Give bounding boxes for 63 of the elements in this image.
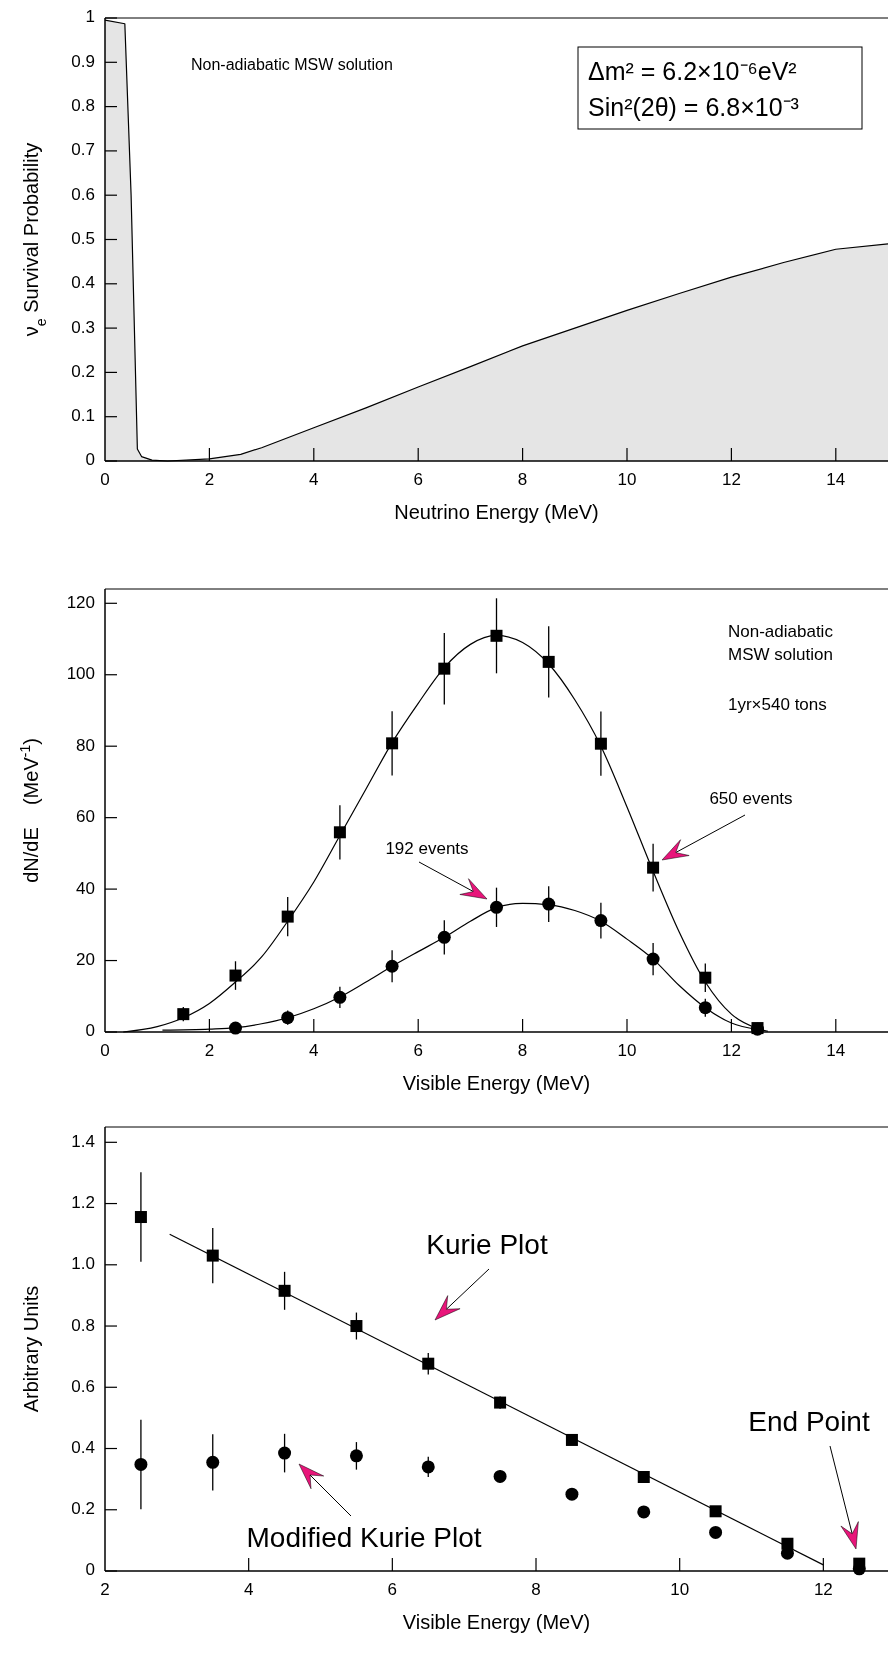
y-tick-label: 0.8 [71,96,95,116]
y-tick-label: 0.2 [71,1499,95,1519]
y-tick-label: 1.0 [71,1254,95,1274]
y-tick-label: 0.5 [71,228,95,248]
x-tick-label: 12 [721,470,741,489]
y-tick-label: 0.4 [71,273,95,293]
x-tick-label: 2 [100,1580,110,1599]
x-tick-label: 0 [100,470,110,489]
annotation: 192 events [385,839,469,859]
x-tick-label: 2 [204,1041,215,1060]
y-tick-label: 1 [85,7,95,27]
x-tick-label: 8 [517,1041,528,1060]
y-tick-label: 0.4 [71,1438,95,1457]
y-tick-label: 1.4 [71,1131,95,1151]
x-tick-label: 4 [243,1580,254,1599]
y-tick-label: 0.2 [71,361,95,381]
y-tick-label: 40 [76,878,95,898]
y-tick-label: 0 [85,450,95,470]
x-tick-label: 14 [826,470,846,489]
x-tick-label: 6 [413,470,423,489]
x-axis-title: Visible Energy (MeV) [402,1611,591,1633]
x-tick-label: 8 [517,470,528,489]
annotation: Non-adiabatic MSW solution [191,56,393,73]
y-tick-label: 20 [76,950,95,970]
x-tick-label: 0 [100,1041,110,1060]
annotation: Sin²(2θ) = 6.8×10⁻³ [588,93,799,121]
x-tick-label: 12 [813,1580,833,1599]
annotation: Non-adiabatic [728,622,834,641]
x-tick-label: 8 [531,1580,541,1599]
annotation: 1yr×540 tons [728,695,827,714]
y-tick-label: 0.1 [71,406,95,426]
annotation: Modified Kurie Plot [246,1522,482,1554]
y-tick-label: 0.7 [71,140,95,160]
y-tick-label: 0.6 [71,1376,95,1396]
x-tick-label: 10 [617,1041,637,1060]
y-tick-label: 0.3 [71,317,95,337]
x-tick-label: 6 [413,1041,423,1060]
y-tick-label: 80 [76,735,95,755]
annotation: Kurie Plot [426,1229,548,1261]
y-axis-title: Arbitrary Units [20,1285,42,1413]
y-tick-label: 0.8 [71,1315,95,1335]
y-tick-label: 120 [66,592,95,612]
x-tick-label: 10 [670,1580,690,1599]
y-tick-label: 1.2 [71,1193,95,1213]
annotation: End Point [748,1406,870,1438]
annotation: 650 events [709,789,793,809]
y-tick-label: 0.6 [71,184,95,204]
annotation: Δm² = 6.2×10⁻⁶eV² [588,57,797,85]
x-tick-label: 4 [309,470,319,489]
y-tick-label: 0.9 [71,51,95,71]
y-tick-label: 0 [85,1021,95,1041]
x-tick-label: 2 [204,470,215,489]
x-axis-title: Neutrino Energy (MeV) [394,501,599,523]
x-tick-label: 4 [309,1041,319,1060]
x-tick-label: 12 [721,1041,741,1060]
y-tick-label: 0 [85,1560,95,1580]
y-tick-label: 60 [76,807,95,827]
x-axis-title: Visible Energy (MeV) [402,1072,591,1094]
x-tick-label: 6 [387,1580,398,1599]
annotation: MSW solution [728,645,833,664]
y-tick-label: 100 [66,664,95,684]
x-tick-label: 10 [617,470,637,489]
x-tick-label: 14 [826,1041,846,1060]
